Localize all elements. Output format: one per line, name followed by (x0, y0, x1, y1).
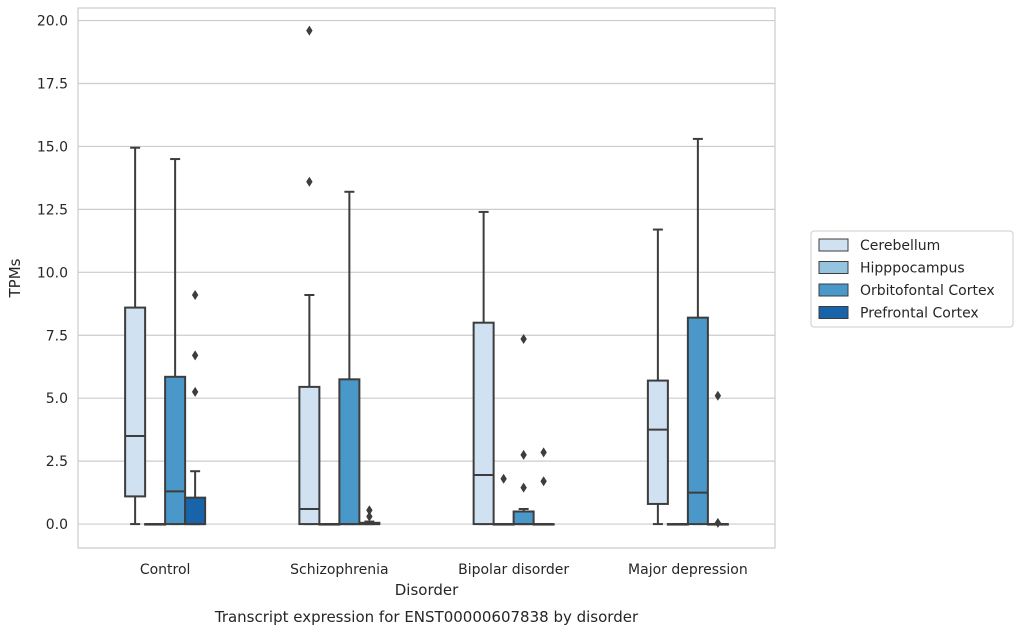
box (164, 158, 187, 526)
outlier-point (714, 390, 722, 401)
box (472, 210, 495, 526)
legend-label: Hipppocampus (860, 261, 965, 277)
outlier-point (540, 447, 547, 458)
chart-caption: Transcript expression for ENST0000060783… (214, 608, 639, 626)
box-iqr (686, 316, 709, 526)
y-tick-label: 7.5 (46, 328, 68, 344)
outlier-point (306, 25, 313, 36)
legend-label: Cerebellum (860, 238, 940, 254)
legend-frame (810, 230, 1014, 328)
box (184, 289, 207, 526)
x-tick-label: Schizophrenia (290, 562, 388, 578)
outlier-point (191, 386, 199, 397)
outlier-point (366, 511, 373, 522)
box-iqr (298, 385, 321, 526)
box (318, 523, 341, 526)
legend-label: Orbitofontal Cortex (860, 283, 995, 299)
y-tick-label: 15.0 (37, 139, 68, 155)
box (512, 334, 535, 526)
y-tick-label: 12.5 (37, 202, 68, 218)
outlier-point (366, 505, 373, 516)
legend-swatch (818, 306, 849, 319)
grid-lines (78, 19, 775, 525)
box (532, 447, 555, 526)
box (492, 473, 515, 526)
outlier-point (714, 517, 722, 528)
legend: Cerebellum Hipppocampus Orbitofontal Corte… (810, 230, 1014, 328)
axes: 0.0 2.5 5.0 7.5 10.0 12.5 15.0 17.5 20.0 Control S… (37, 14, 748, 578)
box-iqr (338, 378, 361, 526)
y-tick-label: 5.0 (46, 391, 68, 407)
box-iqr (512, 510, 535, 526)
outlier-point (520, 334, 527, 345)
box (144, 523, 167, 526)
outlier-point (520, 482, 527, 493)
box (338, 190, 361, 526)
legend-swatch (818, 283, 849, 297)
outlier-point (191, 289, 199, 300)
legend-swatch (818, 238, 849, 252)
y-tick-label: 20.0 (37, 14, 68, 30)
box-iqr (164, 375, 187, 526)
y-tick-label: 2.5 (46, 454, 68, 470)
x-tick-label: Control (140, 562, 191, 578)
box (706, 390, 729, 528)
box (298, 25, 321, 526)
legend-swatch (818, 261, 849, 274)
box-iqr (124, 306, 147, 498)
outlier-point (540, 476, 547, 487)
outlier-point (500, 473, 507, 484)
box (124, 146, 147, 526)
box (666, 523, 689, 526)
y-tick-label: 17.5 (37, 77, 68, 93)
x-tick-label: Bipolar disorder (458, 562, 569, 578)
y-tick-label: 10.0 (37, 265, 68, 281)
box (646, 228, 669, 526)
box-iqr (184, 496, 207, 526)
y-tick-label: 0.0 (46, 517, 68, 533)
box-iqr (472, 321, 495, 526)
y-axis-label: TPMs (6, 258, 24, 298)
boxes (124, 25, 729, 528)
plot-frame (77, 7, 776, 549)
box-iqr (646, 379, 669, 505)
box (686, 137, 709, 526)
x-axis-label: Disorder (395, 581, 459, 599)
outlier-point (520, 449, 527, 460)
x-tick-label: Major depression (628, 562, 748, 578)
outlier-point (191, 350, 199, 361)
outlier-point (306, 176, 313, 187)
legend-label: Prefrontal Cortex (860, 306, 979, 322)
box (358, 505, 381, 526)
